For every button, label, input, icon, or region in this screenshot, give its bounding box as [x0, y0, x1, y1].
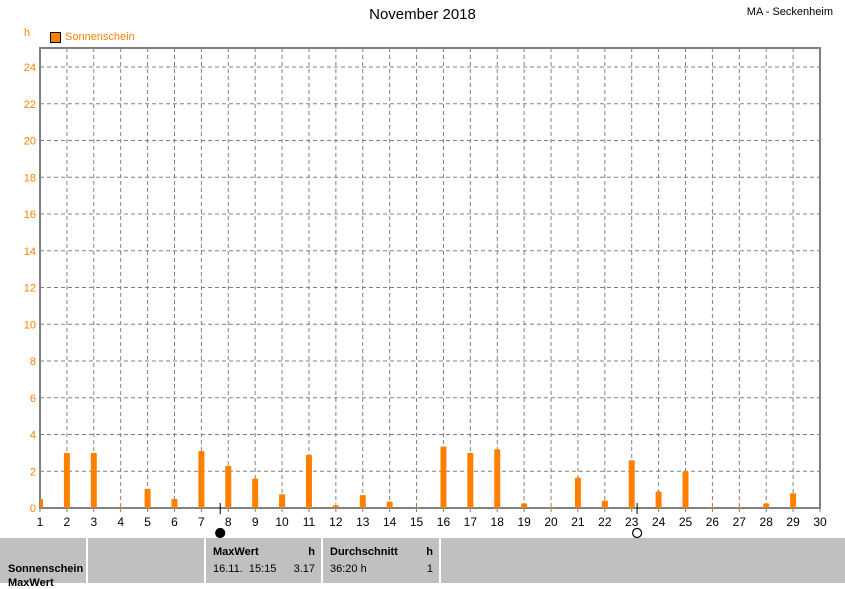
max-date: 16.11. 15:15: [213, 563, 277, 575]
x-tick-label: 25: [679, 515, 693, 529]
y-tick-label: 8: [30, 356, 36, 368]
x-tick-label: 9: [252, 515, 259, 529]
bar: [682, 471, 689, 508]
bar: [467, 452, 474, 508]
x-tick-label: 28: [760, 515, 774, 529]
x-tick-label: 29: [786, 515, 800, 529]
y-tick-label: 6: [30, 393, 36, 405]
bar: [521, 503, 528, 508]
x-tick-label: 3: [90, 515, 97, 529]
bar: [386, 501, 393, 508]
y-tick-label: 10: [24, 319, 36, 331]
y-tick-label: 18: [24, 172, 36, 184]
y-tick-label: 24: [24, 62, 36, 74]
y-tick-label: 0: [30, 503, 36, 515]
y-tick-label: 16: [24, 209, 36, 221]
bar: [790, 493, 797, 508]
bar: [117, 507, 124, 508]
max-cell: MaxWert h 16.11. 15:15 3.17: [206, 538, 323, 583]
y-tick-label: 20: [24, 136, 36, 148]
bar: [440, 446, 447, 508]
bar: [601, 500, 608, 508]
x-tick-label: 24: [652, 515, 666, 529]
x-tick-label: 8: [225, 515, 232, 529]
x-tick-label: 22: [598, 515, 612, 529]
x-tick-label: 6: [171, 515, 178, 529]
plot-frame: [39, 47, 821, 509]
x-tick-label: 21: [571, 515, 585, 529]
bar: [494, 449, 501, 508]
bar: [305, 454, 312, 508]
summary-panel: Sonnenschein MaxWert MaxWert h 16.11. 15…: [0, 538, 845, 589]
empty-cell: [88, 538, 206, 583]
bar: [763, 503, 770, 508]
bar: [225, 465, 232, 508]
legend-swatch: [50, 31, 61, 43]
x-tick-label: 19: [517, 515, 531, 529]
bar: [144, 488, 151, 508]
bar: [736, 507, 743, 508]
y-tick-label: 4: [30, 430, 36, 442]
row-label-2: MaxWert: [8, 577, 54, 589]
y-tick-label: 12: [24, 283, 36, 295]
bar: [709, 507, 716, 508]
bar: [548, 507, 555, 508]
max-value: 3.17: [293, 563, 315, 575]
y-tick-label: 22: [24, 99, 36, 111]
x-tick-label: 15: [410, 515, 424, 529]
bar: [252, 478, 259, 508]
avg-header: Durchschnitt: [330, 546, 398, 558]
x-tick-label: 10: [275, 515, 289, 529]
y-tick-label: 2: [30, 466, 36, 478]
x-tick-label: 4: [117, 515, 124, 529]
bar: [63, 452, 70, 508]
x-tick-label: 14: [383, 515, 397, 529]
x-tick-label: 1: [37, 515, 44, 529]
bar: [198, 451, 205, 508]
bar: [332, 505, 339, 508]
new-moon-icon: [215, 527, 226, 539]
x-tick-label: 7: [198, 515, 205, 529]
avg-cell: Durchschnitt h 36:20 h 1: [323, 538, 441, 583]
x-tick-label: 16: [437, 515, 451, 529]
x-tick-label: 23: [625, 515, 639, 529]
max-unit: h: [308, 546, 315, 558]
bar: [628, 460, 635, 508]
legend: Sonnenschein: [50, 31, 135, 43]
station-name: MA - Seckenheim: [746, 6, 833, 18]
bar: [655, 491, 662, 508]
bar: [171, 498, 178, 508]
x-tick-label: 13: [356, 515, 370, 529]
row-label: Sonnenschein: [8, 563, 84, 575]
y-tick-label: 14: [24, 246, 36, 258]
x-tick-label: 11: [303, 515, 316, 529]
bar: [574, 477, 581, 508]
bar: [279, 494, 286, 508]
x-tick-label: 18: [491, 515, 505, 529]
bar: [359, 495, 366, 508]
max-header: MaxWert: [213, 546, 259, 558]
x-tick-label: 27: [733, 515, 747, 529]
bar: [413, 507, 420, 508]
x-tick-label: 30: [813, 515, 827, 529]
chart-title: November 2018: [369, 6, 476, 23]
x-tick-label: 20: [544, 515, 558, 529]
x-tick-label: 12: [329, 515, 343, 529]
full-moon-icon: [632, 527, 643, 539]
bar: [90, 452, 97, 508]
bar: [40, 498, 43, 508]
avg-value: 36:20 h: [330, 563, 367, 575]
legend-label: Sonnenschein: [65, 31, 135, 43]
row-label-cell: Sonnenschein MaxWert: [0, 538, 88, 589]
y-axis-unit: h: [24, 27, 31, 39]
avg-extra: 1: [426, 563, 433, 575]
avg-unit: h: [426, 546, 433, 558]
x-tick-label: 2: [64, 515, 71, 529]
x-tick-label: 26: [706, 515, 720, 529]
x-tick-label: 17: [464, 515, 478, 529]
x-tick-label: 5: [144, 515, 151, 529]
